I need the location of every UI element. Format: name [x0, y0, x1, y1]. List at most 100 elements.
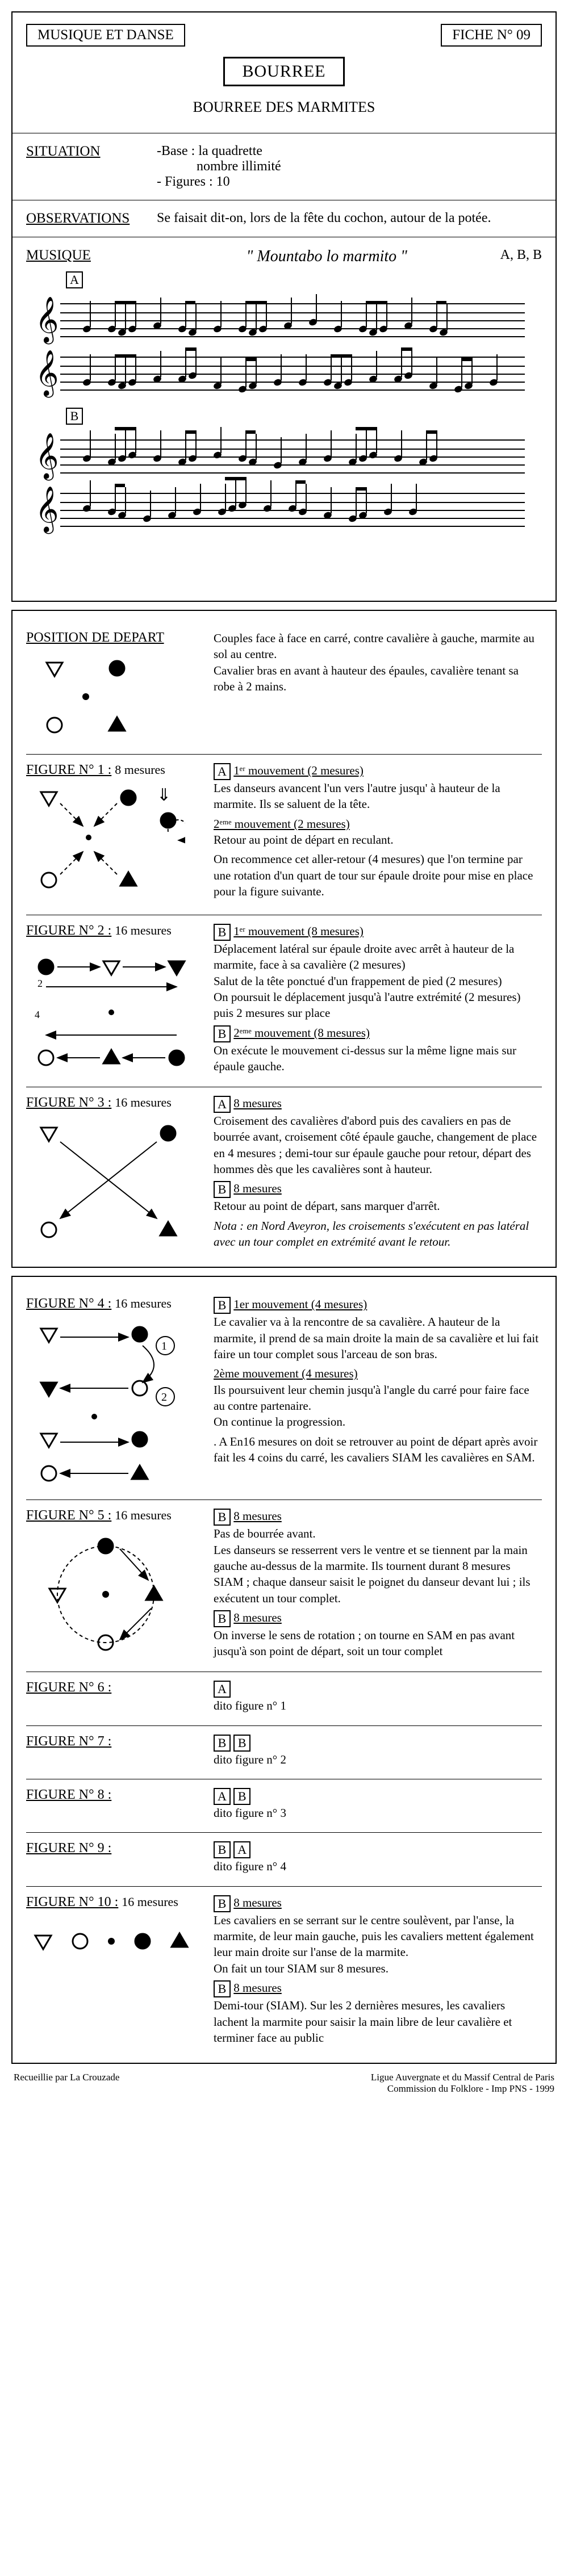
- section-box: B: [214, 1025, 231, 1042]
- movement-text: On recommence cet aller-retour (4 mesure…: [214, 852, 533, 898]
- figure-label: FIGURE N° 2 :: [26, 923, 111, 938]
- figure-duration: 16 mesures: [115, 923, 172, 937]
- figure-row: FIGURE N° 8 : A B dito figure n° 3: [26, 1779, 542, 1833]
- movement-text: dito figure n° 2: [214, 1753, 286, 1766]
- staff-A-marker: A: [66, 271, 83, 288]
- footer: Recueillie par La Crouzade Ligue Auvergn…: [11, 2072, 557, 2095]
- situation-line-2: - Figures : 10: [157, 174, 281, 190]
- svg-text:1: 1: [161, 1340, 167, 1352]
- figure-left: FIGURE N° 1 : 8 mesures ⇓: [26, 763, 214, 907]
- figure-duration: 16 mesures: [115, 1508, 172, 1522]
- figure-row: FIGURE N° 7 : B B dito figure n° 2: [26, 1726, 542, 1779]
- position-row: POSITION DE DEPART Couples face à face e…: [26, 622, 542, 755]
- treble-clef-icon: 𝄞: [35, 434, 59, 479]
- svg-text:2: 2: [37, 978, 43, 989]
- figure-left: FIGURE N° 2 : 16 mesures 2 4: [26, 923, 214, 1079]
- section-box: B: [233, 1788, 250, 1805]
- dance-title: BOURREE DES MARMITES: [26, 99, 542, 116]
- movement-title: 1ᵉʳ mouvement (2 mesures): [233, 764, 364, 777]
- figure-duration: 16 mesures: [115, 1296, 172, 1310]
- movement-text: Les danseurs avancent l'un vers l'autre …: [214, 781, 500, 811]
- staff-B-marker: B: [66, 408, 83, 425]
- figure-row: FIGURE N° 6 : A dito figure n° 1: [26, 1672, 542, 1725]
- header-right-box: FICHE N° 09: [441, 24, 542, 47]
- movement-title: 2ème mouvement (4 mesures): [214, 1367, 358, 1380]
- figure-left: FIGURE N° 10 : 16 mesures: [26, 1895, 214, 2049]
- figure-label: FIGURE N° 4 :: [26, 1296, 111, 1311]
- svg-text:⇓: ⇓: [157, 786, 171, 805]
- figure-row: FIGURE N° 4 : 16 mesures 1 2 B 1er mouve…: [26, 1288, 542, 1500]
- section-box: B: [214, 1297, 231, 1314]
- staff-1: 𝄞: [60, 301, 525, 342]
- sheet-2: POSITION DE DEPART Couples face à face e…: [11, 610, 557, 1268]
- figure-left: FIGURE N° 3 : 16 mesures: [26, 1095, 214, 1253]
- movement-text: Retour au point de départ en reculant.: [214, 833, 394, 847]
- observations-text: Se faisait dit-on, lors de la fête du co…: [157, 211, 491, 227]
- staff-4: 𝄞: [60, 491, 525, 531]
- movement-title: 8 mesures: [233, 1981, 282, 1995]
- situation-body: -Base : la quadrette nombre illimité - F…: [157, 144, 281, 190]
- movement-text: Pas de bourrée avant.Les danseurs se res…: [214, 1527, 531, 1605]
- section-box: A: [214, 763, 231, 780]
- movement-note: Nota : en Nord Aveyron, les croisements …: [214, 1219, 529, 1249]
- movement-text: On inverse le sens de rotation ; on tour…: [214, 1628, 515, 1658]
- figure-left: FIGURE N° 5 : 16 mesures: [26, 1508, 214, 1664]
- dance-type-box: BOURREE: [223, 57, 344, 86]
- figure-description: A dito figure n° 1: [214, 1680, 542, 1717]
- staff-2: 𝄞: [60, 354, 525, 395]
- movement-title: 8 mesures: [233, 1096, 282, 1110]
- section-box: B: [214, 1841, 231, 1858]
- figure-label: FIGURE N° 6 :: [26, 1680, 111, 1695]
- section-box: B: [214, 1509, 231, 1526]
- music-header: MUSIQUE " Mountabo lo marmito " A, B, B: [26, 248, 542, 266]
- position-label: POSITION DE DEPART: [26, 630, 164, 645]
- treble-clef-icon: 𝄞: [35, 298, 59, 343]
- section-box: A: [214, 1788, 231, 1805]
- movement-title: 2ᵉᵐᵉ mouvement (8 mesures): [233, 1026, 370, 1040]
- figure-label: FIGURE N° 3 :: [26, 1095, 111, 1110]
- movement-text: dito figure n° 1: [214, 1699, 286, 1712]
- figure-duration: 16 mesures: [115, 1095, 172, 1109]
- figure-label: FIGURE N° 10 :: [26, 1895, 118, 1909]
- figure-label: FIGURE N° 5 :: [26, 1508, 111, 1523]
- movement-text: dito figure n° 4: [214, 1859, 286, 1873]
- footer-right: Ligue Auvergnate et du Massif Central de…: [371, 2072, 554, 2095]
- staff-3: 𝄞: [60, 437, 525, 478]
- treble-clef-icon: 𝄞: [35, 351, 59, 396]
- movement-text: Retour au point de départ, sans marquer …: [214, 1199, 440, 1213]
- movement-title: 8 mesures: [233, 1611, 282, 1624]
- situation-line-1: nombre illimité: [197, 159, 281, 174]
- section-box: B: [214, 1895, 231, 1912]
- position-text: Couples face à face en carré, contre cav…: [214, 630, 542, 746]
- movement-text: Demi-tour (SIAM). Sur les 2 dernières me…: [214, 1999, 512, 2045]
- figure-label: FIGURE N° 9 :: [26, 1841, 111, 1855]
- figure-label: FIGURE N° 1 :: [26, 763, 111, 777]
- movement-text: . A En16 mesures on doit se retrouver au…: [214, 1435, 537, 1464]
- figure-left: FIGURE N° 7 :: [26, 1734, 214, 1771]
- figure-description: B 8 mesures Pas de bourrée avant.Les dans…: [214, 1508, 542, 1664]
- movement-text: Déplacement latéral sur épaule droite av…: [214, 942, 521, 1020]
- situation-row: SITUATION -Base : la quadrette nombre il…: [26, 144, 542, 190]
- header-row: MUSIQUE ET DANSE FICHE N° 09: [26, 24, 542, 47]
- observations-label: OBSERVATIONS: [26, 211, 157, 227]
- position-left: POSITION DE DEPART: [26, 630, 214, 746]
- figure-row: FIGURE N° 3 : 16 mesures A 8 mesuresCroi…: [26, 1087, 542, 1261]
- figure-description: B 1er mouvement (4 mesures)Le cavalier v…: [214, 1296, 542, 1492]
- movement-text: On exécute le mouvement ci-dessus sur la…: [214, 1044, 516, 1073]
- figure-description: B A dito figure n° 4: [214, 1841, 542, 1878]
- situation-line-0: -Base : la quadrette: [157, 144, 281, 159]
- figure-left: FIGURE N° 8 :: [26, 1787, 214, 1824]
- figure-row: FIGURE N° 5 : 16 mesures B 8 mesures Pas …: [26, 1500, 542, 1672]
- section-box: B: [214, 1735, 231, 1752]
- movement-title: 8 mesures: [233, 1896, 282, 1909]
- observations-row: OBSERVATIONS Se faisait dit-on, lors de …: [26, 211, 542, 227]
- figure-left: FIGURE N° 9 :: [26, 1841, 214, 1878]
- section-box: B: [214, 924, 231, 941]
- figure-description: B B dito figure n° 2: [214, 1734, 542, 1771]
- section-box: A: [214, 1096, 231, 1113]
- music-label: MUSIQUE: [26, 248, 91, 263]
- figure-description: B 8 mesuresLes cavaliers en se serrant s…: [214, 1895, 542, 2049]
- svg-text:4: 4: [35, 1009, 40, 1020]
- music-keys: A, B, B: [500, 248, 542, 263]
- figure-row: FIGURE N° 2 : 16 mesures 2 4 B 1ᵉʳ mouve…: [26, 915, 542, 1087]
